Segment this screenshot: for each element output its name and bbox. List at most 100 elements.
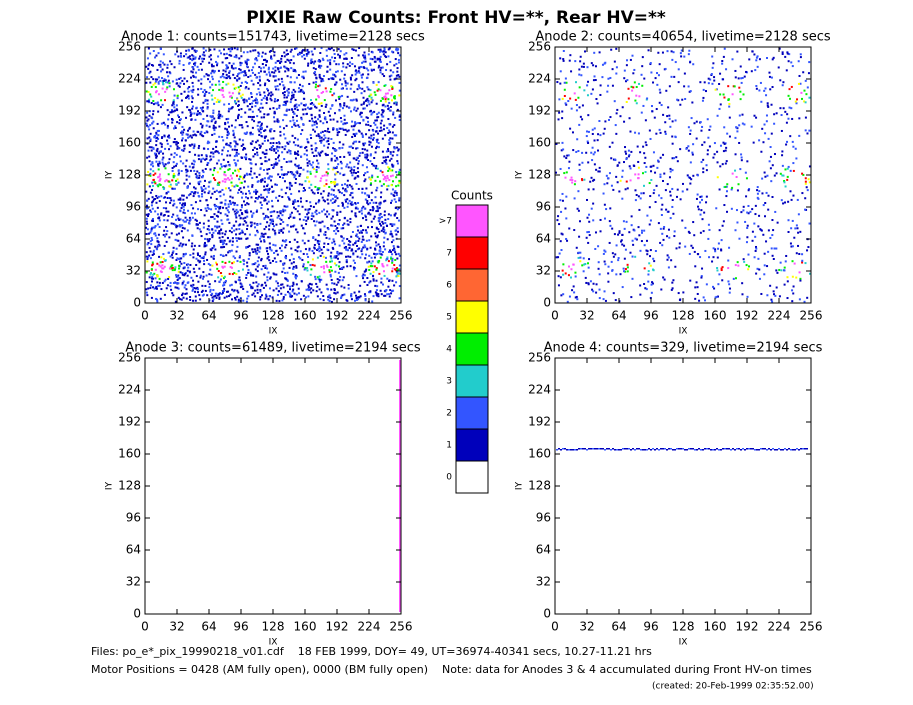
count-pixel [396,108,399,111]
count-pixel [251,110,254,113]
count-pixel [260,284,263,287]
count-pixel [244,147,247,150]
count-pixel [393,194,396,197]
count-pixel [375,130,378,133]
count-pixel [291,94,294,97]
count-pixel [350,185,353,188]
count-pixel [378,249,381,252]
count-pixel [198,144,201,147]
count-pixel [277,285,280,288]
count-pixel [192,68,195,71]
count-pixel [154,137,157,140]
count-pixel [234,257,237,260]
count-pixel [631,277,634,280]
count-pixel [331,104,334,107]
count-pixel [305,288,308,291]
count-pixel [283,173,286,176]
count-pixel [370,96,373,99]
count-pixel [762,141,765,144]
count-pixel [216,171,219,174]
count-pixel [724,162,727,165]
count-pixel [332,193,335,196]
count-pixel [197,147,200,150]
count-pixel [364,172,367,175]
count-pixel [394,212,397,215]
count-pixel [146,228,149,231]
count-pixel [376,113,379,116]
count-pixel [196,112,199,115]
count-pixel [259,131,262,134]
count-pixel [299,200,302,203]
count-pixel [285,96,288,99]
count-pixel [290,253,293,256]
count-pixel [384,55,387,58]
count-pixel [713,142,716,145]
count-pixel [195,263,198,266]
count-pixel [164,180,167,183]
count-pixel [270,99,273,102]
count-pixel [208,231,211,234]
count-pixel [287,59,290,62]
count-pixel [320,139,323,142]
count-pixel [351,203,354,206]
count-pixel [796,227,799,230]
count-pixel [217,270,220,273]
count-pixel [216,150,219,153]
count-pixel [396,227,399,230]
count-pixel [197,154,200,157]
count-pixel [327,194,330,197]
count-pixel [339,267,342,270]
count-pixel [289,225,292,228]
count-pixel [341,187,344,190]
count-pixel [308,282,311,285]
count-pixel [792,145,795,148]
count-pixel [586,94,589,97]
count-pixel [579,115,582,118]
count-pixel [361,187,364,190]
count-pixel [587,230,590,233]
count-pixel [265,215,268,218]
count-pixel [785,254,788,257]
count-pixel [660,197,663,200]
count-pixel [348,184,351,187]
count-pixel [369,280,372,283]
count-pixel [349,240,352,243]
count-pixel [246,51,249,54]
count-pixel [389,141,392,144]
count-pixel [558,111,561,114]
count-pixel [629,58,632,61]
count-pixel [286,205,289,208]
count-pixel [170,109,173,112]
count-pixel [157,93,160,96]
count-pixel [398,81,401,84]
count-pixel [165,287,168,290]
count-pixel [358,290,361,293]
count-pixel [234,140,237,143]
count-pixel [368,136,371,139]
count-pixel [315,165,318,168]
count-pixel [335,172,338,175]
count-pixel [561,233,564,236]
count-pixel [187,97,190,100]
count-pixel [289,293,292,296]
count-pixel [188,165,191,168]
count-pixel [176,114,179,117]
count-pixel [300,298,303,301]
count-pixel [334,75,337,78]
count-pixel [345,52,348,55]
count-pixel [178,62,181,65]
count-pixel [222,146,225,149]
count-pixel [351,48,354,51]
count-pixel [256,231,259,234]
count-pixel [155,156,158,159]
count-pixel [179,224,182,227]
count-pixel [310,189,313,192]
count-pixel [242,148,245,151]
count-pixel [268,92,271,95]
count-pixel [307,284,310,287]
count-pixel [221,75,224,78]
count-pixel [319,51,322,54]
count-pixel [264,58,267,61]
count-pixel [367,203,370,206]
count-pixel [334,99,337,102]
